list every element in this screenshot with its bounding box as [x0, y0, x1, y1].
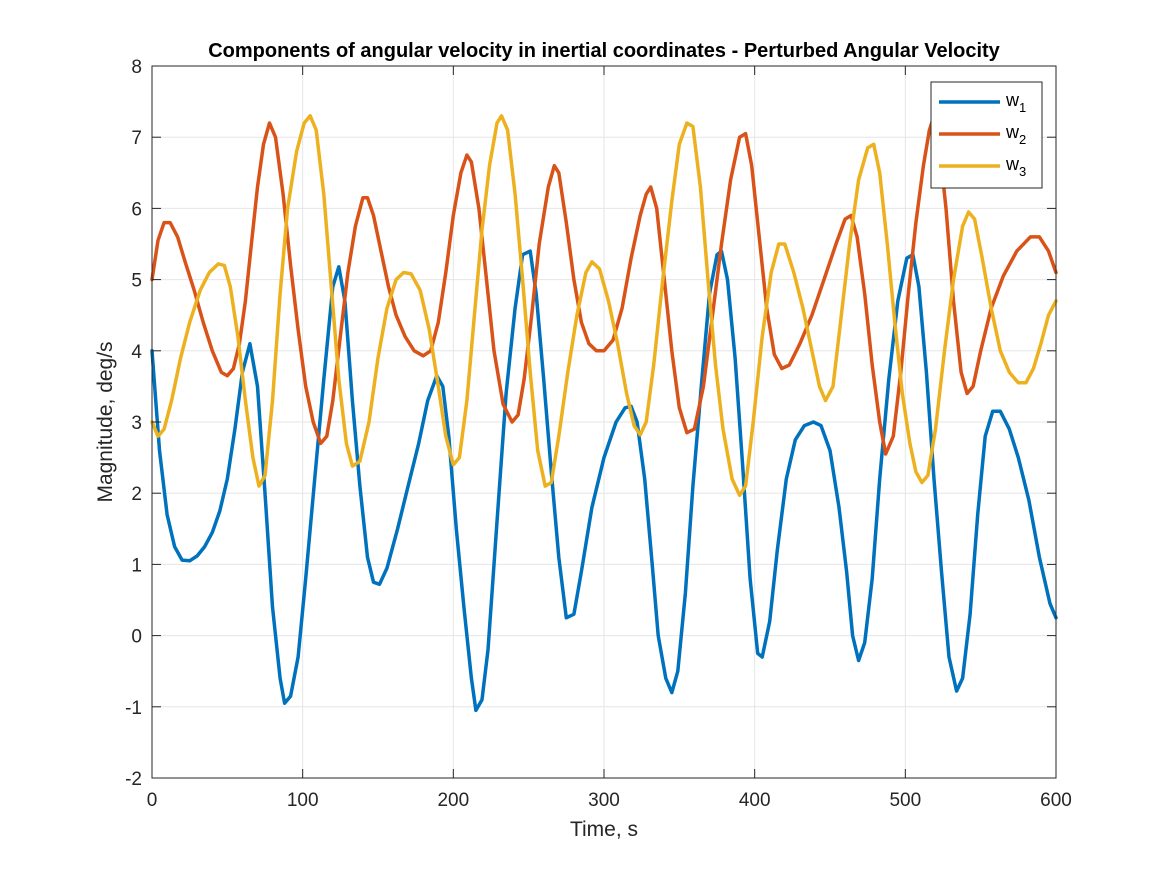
chart-title: Components of angular velocity in inerti…: [208, 40, 1000, 62]
y-tick-label: 3: [131, 413, 142, 434]
legend-label-w2: w2: [1005, 122, 1026, 147]
axis-ticks: 0 100 200 300 400 500 600 -2 -1 0 1 2 3 4 5 6 7 8: [125, 57, 1072, 811]
legend-label-w1: w1: [1005, 90, 1026, 115]
x-tick-label: 500: [889, 790, 921, 811]
series-line-w2: [150, 114, 1058, 456]
legend-label-w3: w3: [1005, 154, 1026, 179]
y-tick-label: -1: [125, 698, 142, 719]
x-tick-label: 0: [147, 790, 158, 811]
y-axis-label: Magnitude, deg/s: [94, 341, 117, 502]
x-tick-label: 600: [1040, 790, 1072, 811]
series-line-w3: [150, 114, 1058, 498]
y-tick-label: 2: [131, 484, 142, 505]
y-tick-label: -2: [125, 769, 142, 790]
series-lines: [150, 114, 1058, 713]
y-tick-label: 0: [131, 627, 142, 648]
x-tick-label: 400: [739, 790, 771, 811]
y-tick-label: 8: [131, 57, 142, 78]
y-tick-label: 6: [131, 199, 142, 220]
y-tick-label: 1: [131, 555, 142, 576]
y-tick-label: 5: [131, 271, 142, 292]
legend: w1 w2 w3: [930, 81, 1043, 189]
x-tick-label: 200: [437, 790, 469, 811]
y-tick-label: 4: [131, 342, 142, 363]
series-line-w1: [150, 249, 1058, 713]
x-tick-label: 100: [287, 790, 319, 811]
x-axis-label: Time, s: [570, 818, 638, 841]
y-tick-label: 7: [131, 128, 142, 149]
x-tick-label: 300: [588, 790, 620, 811]
